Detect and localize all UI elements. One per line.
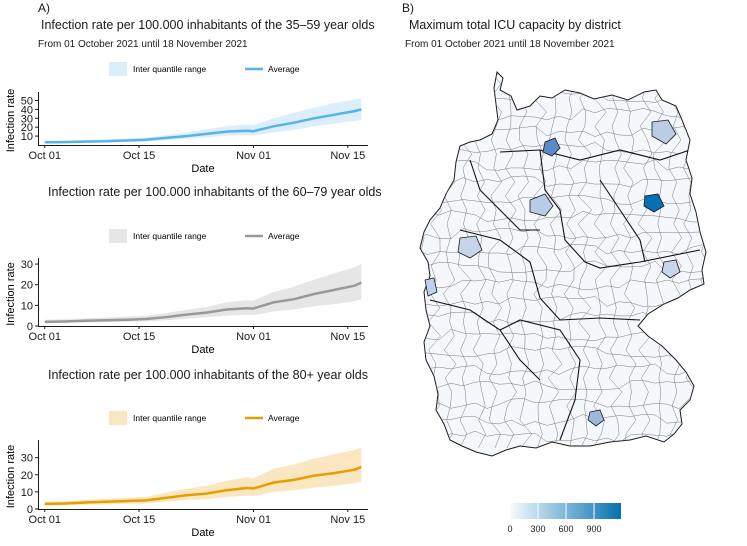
legend-avg-label: Average xyxy=(268,231,300,241)
x-tick-label: Oct 01 xyxy=(29,331,61,343)
legend-avg-label: Average xyxy=(268,64,300,74)
legend-iqr-swatch xyxy=(109,62,127,76)
iqr-ribbon xyxy=(44,264,362,324)
x-tick-label: Nov 01 xyxy=(236,514,271,526)
map-subtitle: From 01 October 2021 until 18 November 2… xyxy=(405,39,615,50)
y-tick-label: 0 xyxy=(27,504,33,516)
x-axis-label: Date xyxy=(191,163,214,175)
chart-60-79: Infection rate per 100.000 inhabitants o… xyxy=(5,185,382,356)
x-tick-label: Nov 15 xyxy=(330,150,365,162)
legend: Inter quantile range Average xyxy=(109,411,300,425)
panel-b: B) Maximum total ICU capacity by distric… xyxy=(402,1,707,534)
chart-title: Infection rate per 100.000 inhabitants o… xyxy=(48,185,382,199)
y-tick-label: 40 xyxy=(21,104,33,116)
chart-subtitle: From 01 October 2021 until 18 November 2… xyxy=(38,39,248,50)
panel-a-label: A) xyxy=(38,1,50,15)
legend-iqr-label: Inter quantile range xyxy=(133,64,207,74)
legend-iqr-swatch xyxy=(109,229,127,243)
germany-map xyxy=(419,70,707,457)
legend-iqr-swatch xyxy=(109,411,127,425)
y-tick-label: 30 xyxy=(21,259,33,271)
x-tick-label: Oct 15 xyxy=(123,331,155,343)
x-tick-label: Oct 15 xyxy=(123,150,155,162)
district-highlights xyxy=(424,119,681,427)
y-tick-label: 10 xyxy=(21,487,33,499)
x-axis-label: Date xyxy=(191,527,214,539)
plot-area: Oct 01 Oct 15 Nov 01 Nov 15 0 10 20 30 Date Infec… xyxy=(5,258,368,356)
y-tick-label: 10 xyxy=(21,300,33,312)
y-tick-label: 50 xyxy=(21,95,33,107)
y-tick-label: 30 xyxy=(21,453,33,465)
y-tick-label: 0 xyxy=(27,321,33,333)
iqr-ribbon xyxy=(44,98,362,144)
germany-outline xyxy=(419,70,707,457)
x-tick-label: Oct 15 xyxy=(123,514,155,526)
x-axis-label: Date xyxy=(191,344,214,356)
x-tick-label: Nov 15 xyxy=(330,331,365,343)
legend-iqr-label: Inter quantile range xyxy=(133,231,207,241)
legend-tick-label: 300 xyxy=(530,524,545,534)
legend-tick-label: 600 xyxy=(558,524,573,534)
legend: Inter quantile range Average xyxy=(109,229,300,243)
y-tick-label: 20 xyxy=(21,280,33,292)
iqr-ribbon xyxy=(44,447,362,506)
legend: Inter quantile range Average xyxy=(109,62,300,76)
map-title: Maximum total ICU capacity by district xyxy=(409,18,621,32)
panel-a: A) Infection rate per 100.000 inhabitant… xyxy=(5,1,382,539)
chart-35-59: Infection rate per 100.000 inhabitants o… xyxy=(5,18,375,175)
legend-tick-label: 900 xyxy=(586,524,601,534)
y-axis-label: Infection rate xyxy=(5,89,17,153)
y-tick-label: 20 xyxy=(21,470,33,482)
legend-avg-label: Average xyxy=(268,413,300,423)
y-tick-label: 30 xyxy=(21,113,33,125)
color-legend: 0 300 600 900 xyxy=(507,503,621,534)
y-axis-label: Infection rate xyxy=(5,445,17,509)
x-tick-label: Nov 01 xyxy=(236,331,271,343)
average-line xyxy=(44,465,362,506)
plot-area: Oct 01 Oct 15 Nov 01 Nov 15 0 10 20 30 Date Infec… xyxy=(5,440,368,539)
panel-b-label: B) xyxy=(402,1,414,15)
x-tick-label: Oct 01 xyxy=(29,514,61,526)
x-tick-label: Oct 01 xyxy=(29,150,61,162)
chart-title: Infection rate per 100.000 inhabitants o… xyxy=(48,368,368,382)
y-tick-label: 10 xyxy=(21,131,33,143)
x-tick-label: Nov 01 xyxy=(236,150,271,162)
chart-title: Infection rate per 100.000 inhabitants o… xyxy=(41,18,375,32)
average-line xyxy=(44,108,362,144)
legend-iqr-label: Inter quantile range xyxy=(133,413,207,423)
x-tick-label: Nov 15 xyxy=(330,514,365,526)
average-line xyxy=(44,281,362,324)
legend-tick-label: 0 xyxy=(507,524,512,534)
y-tick-label: 20 xyxy=(21,122,33,134)
state-borders xyxy=(429,149,701,441)
chart-80-plus: Infection rate per 100.000 inhabitants o… xyxy=(5,368,368,539)
y-axis-label: Infection rate xyxy=(5,262,17,326)
